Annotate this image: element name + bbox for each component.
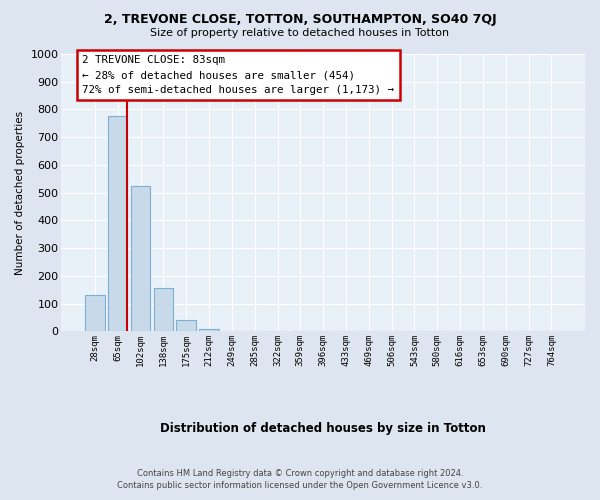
Bar [154,288,173,332]
Text: 2 TREVONE CLOSE: 83sqm
← 28% of detached houses are smaller (454)
72% of semi-de: 2 TREVONE CLOSE: 83sqm ← 28% of detached… [82,56,394,95]
Bar [131,186,150,332]
Bar [108,116,127,332]
Bar [85,296,104,332]
Text: 2, TREVONE CLOSE, TOTTON, SOUTHAMPTON, SO40 7QJ: 2, TREVONE CLOSE, TOTTON, SOUTHAMPTON, S… [104,12,496,26]
Text: Size of property relative to detached houses in Totton: Size of property relative to detached ho… [151,28,449,38]
Text: Contains HM Land Registry data © Crown copyright and database right 2024.
Contai: Contains HM Land Registry data © Crown c… [118,468,482,490]
X-axis label: Distribution of detached houses by size in Totton: Distribution of detached houses by size … [160,422,486,435]
Bar [199,328,219,332]
Y-axis label: Number of detached properties: Number of detached properties [15,110,25,275]
Bar [176,320,196,332]
